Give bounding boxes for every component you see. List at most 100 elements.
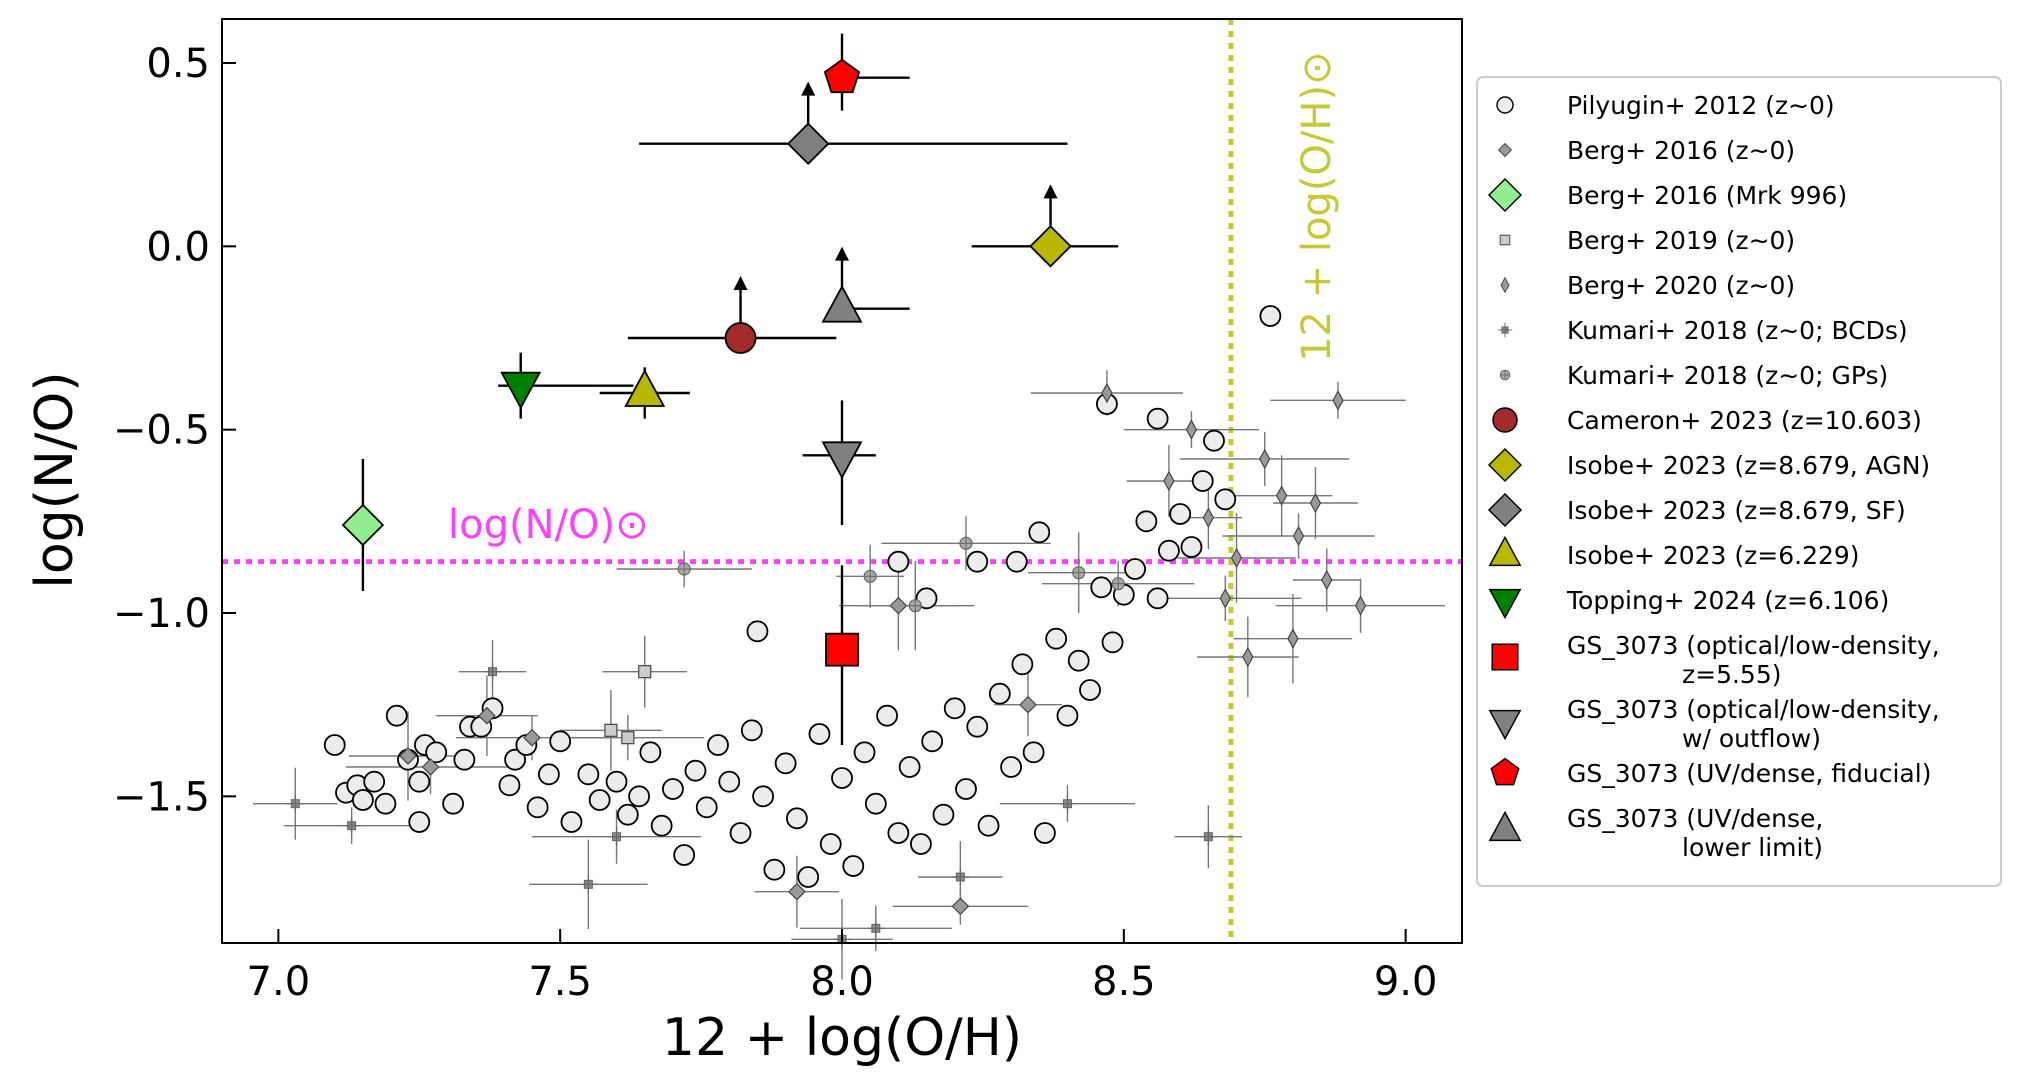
data-point [1090,576,1113,599]
legend-entry: Isobe+ 2023 (z=8.679, SF) [1487,492,1906,528]
data-point [442,792,464,815]
legend-label: GS_3073 (UV/dense, fiducial) [1567,759,1931,788]
data-point [955,778,977,800]
data-point [707,734,729,756]
legend-entry: Berg+ 2020 (z∼0) [1500,271,1795,300]
data-point [819,833,842,855]
lower-limit-arrow-head [1043,184,1058,199]
data-point [821,284,863,323]
data-point [1191,470,1214,492]
legend-label: Berg+ 2016 (z∼0) [1567,136,1795,165]
data-point [1332,390,1344,411]
data-point [988,682,1011,705]
legend-entry: Berg+ 2016 (Mrk 996) [1487,177,1847,213]
legend-marker [1496,96,1514,114]
data-point [1000,756,1022,778]
legend-label: Isobe+ 2023 (z=6.229) [1567,541,1860,570]
legend-marker [1497,322,1513,338]
legend-label: Isobe+ 2023 (z=8.679, AGN) [1567,451,1930,480]
x-tick-label: 9.0 [1374,959,1438,1005]
y-tick-label: −1.0 [113,591,210,637]
legend-label: Kumari+ 2018 (z∼0; BCDs) [1567,316,1908,345]
x-tick-label: 7.5 [528,959,592,1005]
data-point [718,770,741,793]
data-point [399,747,417,765]
data-point [1056,704,1079,727]
data-point [342,816,361,835]
data-point [639,741,662,764]
data-point [889,596,908,615]
legend-entry: Pilyugin+ 2012 (z∼0) [1496,91,1835,120]
data-point [408,770,431,793]
data-point [887,822,910,844]
data-point [695,796,718,819]
data-point [1169,503,1192,525]
data-point [1005,550,1028,573]
reference-lines [222,19,1462,943]
data-point [1011,653,1034,676]
legend-marker [1488,535,1522,567]
data-point [1034,822,1056,844]
data-point [1135,510,1158,533]
data-point [915,587,938,610]
data-point [1045,627,1068,650]
x-tick-label: 8.5 [1092,959,1156,1005]
data-point [504,748,526,771]
y-tick-label: −0.5 [113,408,210,454]
legend-entry: GS_3073 (optical/low-density,w/ outflow) [1488,695,1940,753]
legend-entry: Berg+ 2019 (z∼0) [1499,226,1795,255]
data-point [1203,429,1225,452]
data-point [842,855,865,877]
data-point [425,741,448,764]
data-point [740,719,763,742]
data-point [352,789,374,811]
data-point [549,730,572,753]
data-point [729,822,752,844]
data-point [483,662,502,681]
data-point [560,811,583,833]
data-point [863,569,877,583]
legend-box [1476,76,2002,887]
data-point [677,562,691,576]
legend-entry: Topping+ 2024 (z=6.106) [1488,586,1889,620]
data-point [943,697,966,720]
data-point [421,758,440,776]
legend: Pilyugin+ 2012 (z∼0) Berg+ 2016 (z∼0) Berg… [1476,76,2002,887]
legend-marker [1488,709,1522,741]
legend-marker [1497,142,1513,158]
data-point [624,369,666,407]
error-bars [253,33,1446,980]
data-point [385,704,408,727]
y-tick-label: 0.0 [146,224,210,270]
data-point [628,785,650,808]
legend-entry: Kumari+ 2018 (z∼0; GPs) [1499,361,1888,390]
data-point [864,792,887,815]
data-point [908,599,922,613]
data-point [500,371,542,410]
data-point [1029,225,1072,268]
data-point [910,833,932,855]
data-point [323,734,346,756]
legend-label: Berg+ 2016 (Mrk 996) [1567,181,1847,210]
data-point [1028,521,1051,544]
data-point [673,844,696,866]
data-point [1259,448,1271,470]
data-point [498,774,521,797]
legend-label: Berg+ 2020 (z∼0) [1567,271,1795,300]
legend-entry: GS_3073 (UV/dense, fiducial) [1490,757,1931,788]
data-point [1219,588,1231,609]
legend-label-line2: w/ outflow) [1682,724,1821,753]
data-point [951,868,970,886]
legend-marker [1488,588,1522,620]
data-markers [286,58,1367,949]
reference-label-oh: 12 + log(O/H)⊙ [1294,51,1340,362]
data-point [1185,419,1198,440]
data-point [1101,382,1113,404]
data-point [1202,507,1215,528]
data-point [604,723,618,737]
data-point [1292,525,1305,547]
data-point [286,794,305,813]
data-point [876,704,898,727]
data-point [724,322,757,354]
lower-limit-arrow-head [801,81,816,96]
